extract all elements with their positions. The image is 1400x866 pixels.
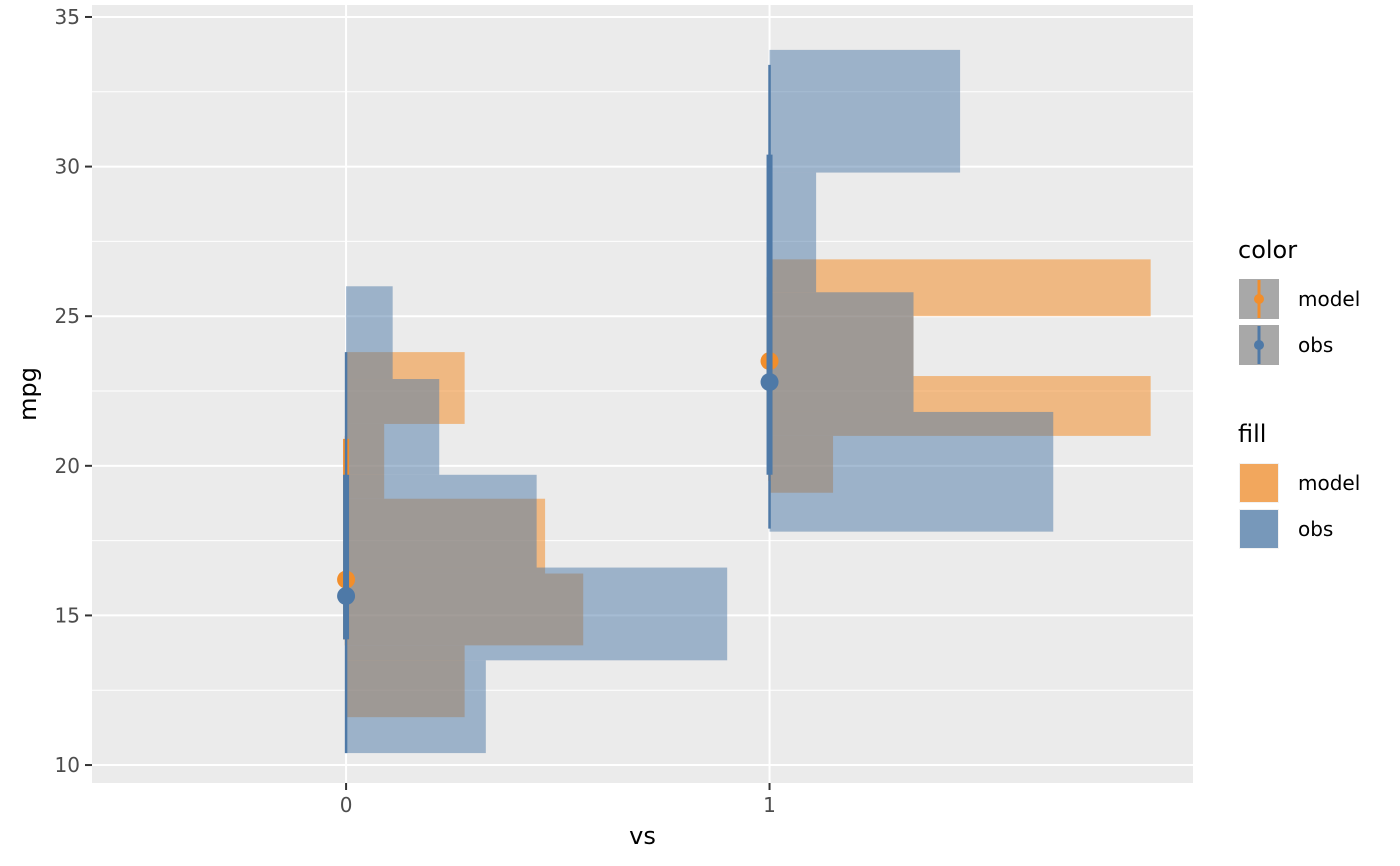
legend-key-model — [1240, 464, 1278, 502]
legend-key-point-obs — [1254, 340, 1264, 350]
x-axis-title: vs — [629, 822, 656, 850]
x-tick-label: 0 — [340, 793, 353, 817]
histogram-bin-obs — [346, 379, 440, 475]
y-axis: 10 15 20 25 30 35 — [55, 5, 92, 777]
legend-title: color — [1238, 236, 1297, 264]
histogram-bin-obs — [346, 286, 393, 380]
y-tick-label: 10 — [55, 753, 80, 777]
legend-key-obs — [1240, 510, 1278, 548]
point-obs — [337, 586, 356, 605]
legend-title: fill — [1238, 420, 1266, 448]
y-tick-label: 15 — [55, 603, 80, 627]
legend-label-obs: obs — [1298, 333, 1333, 357]
y-tick-label: 35 — [55, 5, 80, 29]
legend-label-obs: obs — [1298, 517, 1333, 541]
x-tick-label: 1 — [763, 793, 776, 817]
legend-label-model: model — [1298, 287, 1360, 311]
histogram-bin-obs — [769, 172, 817, 293]
histogram-bin-obs — [769, 292, 914, 412]
y-axis-title: mpg — [14, 367, 42, 421]
y-tick-label: 25 — [55, 304, 80, 328]
grid-major — [92, 5, 1193, 783]
histogram-bin-obs — [346, 474, 537, 568]
y-tick-label: 20 — [55, 454, 80, 478]
y-tick-label: 30 — [55, 155, 80, 179]
histograms-obs — [346, 49, 1054, 754]
histogram-bin-obs — [346, 660, 486, 754]
pointranges — [337, 64, 779, 754]
histogram-bin-obs — [346, 567, 728, 661]
histogram-bin-obs — [769, 49, 961, 173]
legend-key-point-model — [1254, 294, 1264, 304]
histogram-bin-obs — [769, 411, 1054, 532]
point-obs — [760, 373, 779, 392]
legend-label-model: model — [1298, 471, 1360, 495]
